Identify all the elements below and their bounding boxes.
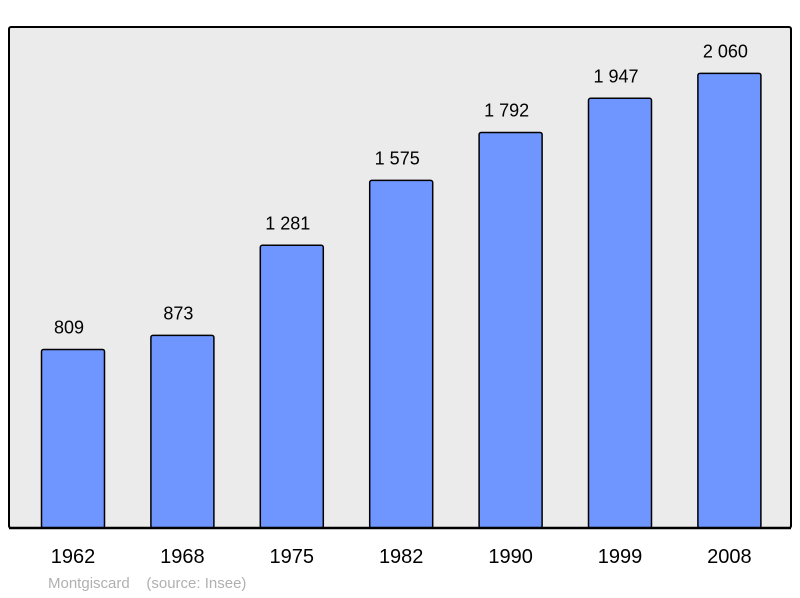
commune-name: Montgiscard [48, 575, 130, 592]
x-tick-label: 2008 [707, 546, 752, 568]
value-label: 1 947 [593, 66, 638, 86]
value-label: 1 792 [484, 100, 529, 120]
bar-1999 [587, 97, 653, 529]
value-label: 809 [54, 317, 84, 337]
bar-1975 [259, 244, 325, 529]
x-tick-label: 1990 [488, 546, 533, 568]
bar-2008 [697, 72, 762, 529]
value-label: 873 [163, 303, 193, 323]
bar-1990 [478, 131, 543, 529]
value-label: 1 281 [265, 213, 310, 233]
x-tick-label: 1999 [598, 546, 643, 568]
x-tick-label: 1968 [160, 546, 205, 568]
bar-1962 [40, 348, 106, 529]
x-tick-label: 1982 [379, 546, 424, 568]
bar-1968 [150, 334, 215, 529]
value-label: 1 575 [375, 148, 420, 168]
value-label: 2 060 [703, 41, 748, 61]
source-note: (source: Insee) [146, 575, 247, 592]
x-tick-label: 1975 [270, 546, 315, 568]
x-tick-label: 1962 [51, 546, 96, 568]
footer: Montgiscard (source: Insee) [48, 575, 246, 592]
bar-1982 [368, 179, 434, 529]
